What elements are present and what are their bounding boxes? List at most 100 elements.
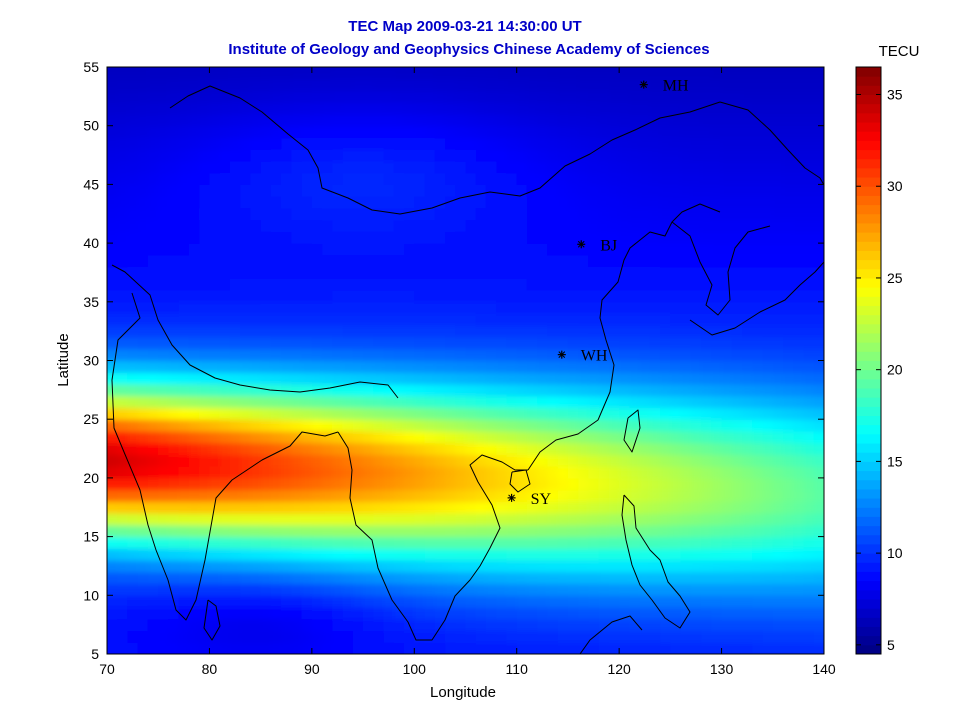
japan-outline [689,261,824,336]
tec-cell [178,78,190,92]
tec-cell [506,360,518,373]
tec-cell [332,642,344,654]
tec-cell [670,196,682,209]
tec-cell [752,113,764,127]
tec-cell [588,160,600,174]
tec-cell [383,113,395,127]
tec-cell [680,325,692,338]
tec-cell [168,67,180,68]
x-tick-label: 70 [99,661,115,677]
tec-cell [147,442,159,456]
tec-cell [147,125,159,139]
tec-cell [373,607,385,620]
tec-cell [383,301,395,315]
tec-cell [107,149,108,162]
tec-cell [127,137,139,150]
tec-cell [813,207,824,221]
tec-cell [557,477,569,491]
tec-cell [557,67,569,80]
tec-cell [557,383,569,397]
tec-cell [639,125,651,139]
tec-cell [567,430,579,444]
tec-cell [762,642,774,654]
tec-cell [301,583,313,596]
tec-cell [301,149,313,162]
tec-cell [322,102,333,115]
tec-cell [619,219,630,232]
tec-cell [260,383,272,397]
tec-cell [731,67,743,80]
tec-cell [229,313,241,326]
tec-cell [557,90,569,103]
tec-cell [188,67,200,68]
tec-cell [742,536,753,549]
tec-cell [608,607,620,620]
tec-cell [588,243,600,256]
colorbar-segment [856,213,881,224]
tec-cell [649,231,661,244]
tec-cell [834,584,845,596]
tec-cell [752,372,764,385]
tec-cell [107,219,118,232]
tec-cell [199,560,211,573]
tec-cell [547,595,559,608]
tec-cell [158,419,170,432]
tec-cell [578,207,590,221]
tec-cell [742,102,753,115]
tec-cell [762,560,774,573]
colorbar-segment [856,186,881,196]
tec-cell [496,595,508,608]
tec-cell [373,172,385,185]
tec-cell [332,78,344,92]
tec-cell [793,313,805,326]
tec-cell [414,348,426,362]
tec-cell [506,172,518,185]
tec-cell [506,231,518,244]
tec-cell [250,78,262,92]
tec-cell [147,607,159,620]
tec-cell [670,654,681,666]
tec-cell [322,607,333,620]
tec-cell [629,290,641,303]
tec-cell [434,196,446,209]
tec-cell [619,301,630,315]
tec-cell [373,442,385,456]
tec-cell [567,184,579,197]
tec-cell [721,407,733,420]
tec-cell [783,595,794,608]
tec-cell [772,383,784,397]
tec-cell [824,548,835,560]
tec-cell [352,325,364,338]
tec-cell [506,325,518,338]
tec-cell [680,560,692,573]
tec-cell [301,219,313,232]
tec-cell [229,466,241,479]
tec-cell [578,501,590,514]
tec-cell [137,407,149,420]
tec-cell [127,395,139,409]
tec-cell [455,149,467,162]
tec-cell [475,466,487,479]
tec-cell [598,430,610,444]
tec-cell [158,266,170,279]
tec-cell [301,266,313,279]
tec-cell [475,160,487,174]
tec-cell [291,102,303,115]
tec-cell [137,548,149,561]
tec-cell [629,477,641,491]
tec-cell [352,231,364,244]
tec-cell [270,607,282,620]
tec-cell [578,278,590,291]
tec-cell [670,595,682,608]
tec-cell [824,161,835,173]
tec-cell [168,243,180,256]
tec-cell [598,337,610,350]
tec-cell [793,102,805,115]
tec-cell [168,407,180,420]
tec-cell [219,524,231,538]
tec-cell [701,454,712,467]
tec-cell [393,419,405,432]
tec-cell [393,137,405,150]
tec-cell [168,536,180,549]
tec-cell [199,278,211,291]
